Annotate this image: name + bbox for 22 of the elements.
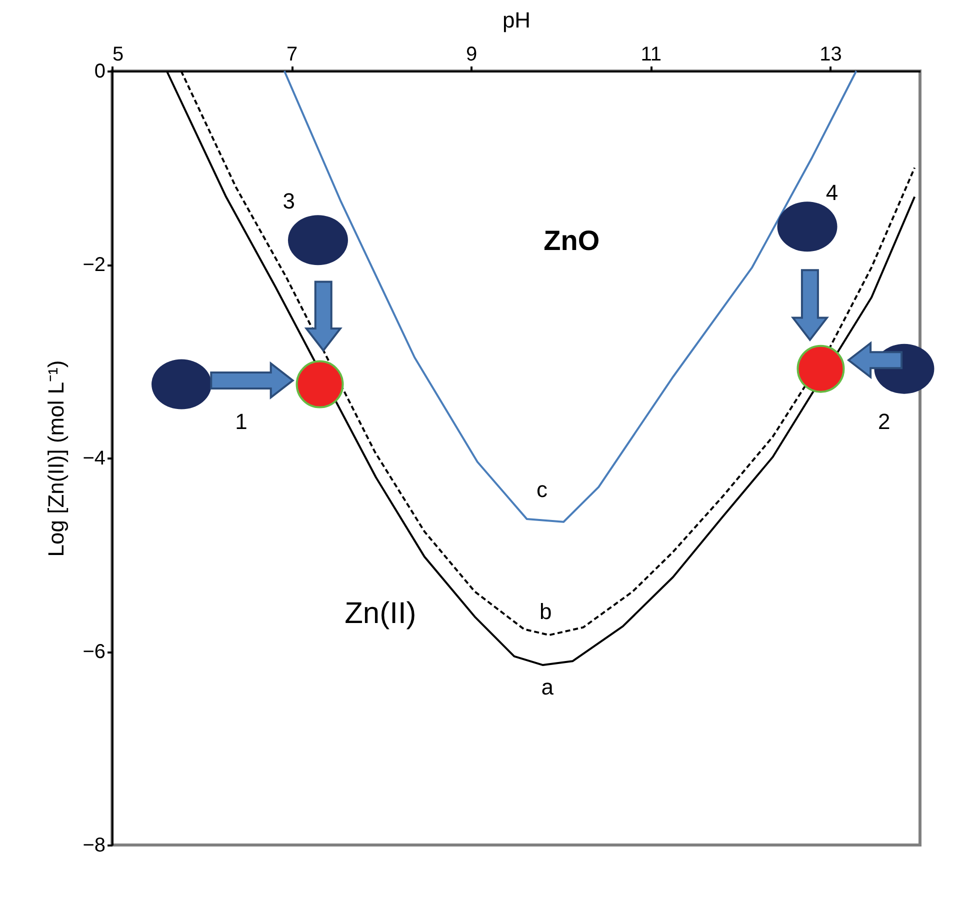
line-series: [283, 70, 858, 523]
y-tick-label: −4: [82, 448, 106, 470]
annotation: ZnO: [544, 225, 600, 256]
y-tick-label: 0: [94, 60, 106, 82]
annotation: 4: [826, 180, 838, 205]
x-tick-label: 5: [112, 44, 124, 66]
annotation: 3: [282, 188, 295, 214]
annotation: a: [541, 674, 554, 700]
y-tick-label: −8: [82, 834, 106, 856]
x-tick-label: 7: [286, 44, 298, 66]
y-tick-label: −6: [82, 641, 106, 663]
y-tick-label: −2: [82, 254, 106, 276]
x-tick-label: 11: [640, 44, 662, 66]
x-tick-label: 9: [466, 44, 478, 66]
x-axis-title: pH: [502, 8, 531, 32]
annotation: 2: [878, 409, 890, 434]
annotation: b: [540, 598, 552, 624]
annotation: 1: [235, 409, 248, 434]
annotation: c: [536, 476, 548, 502]
y-axis-title: Log [Zn(II)] (mol L⁻¹): [44, 360, 69, 557]
annotation: Zn(II): [344, 596, 416, 630]
x-tick-label: 13: [820, 44, 842, 66]
